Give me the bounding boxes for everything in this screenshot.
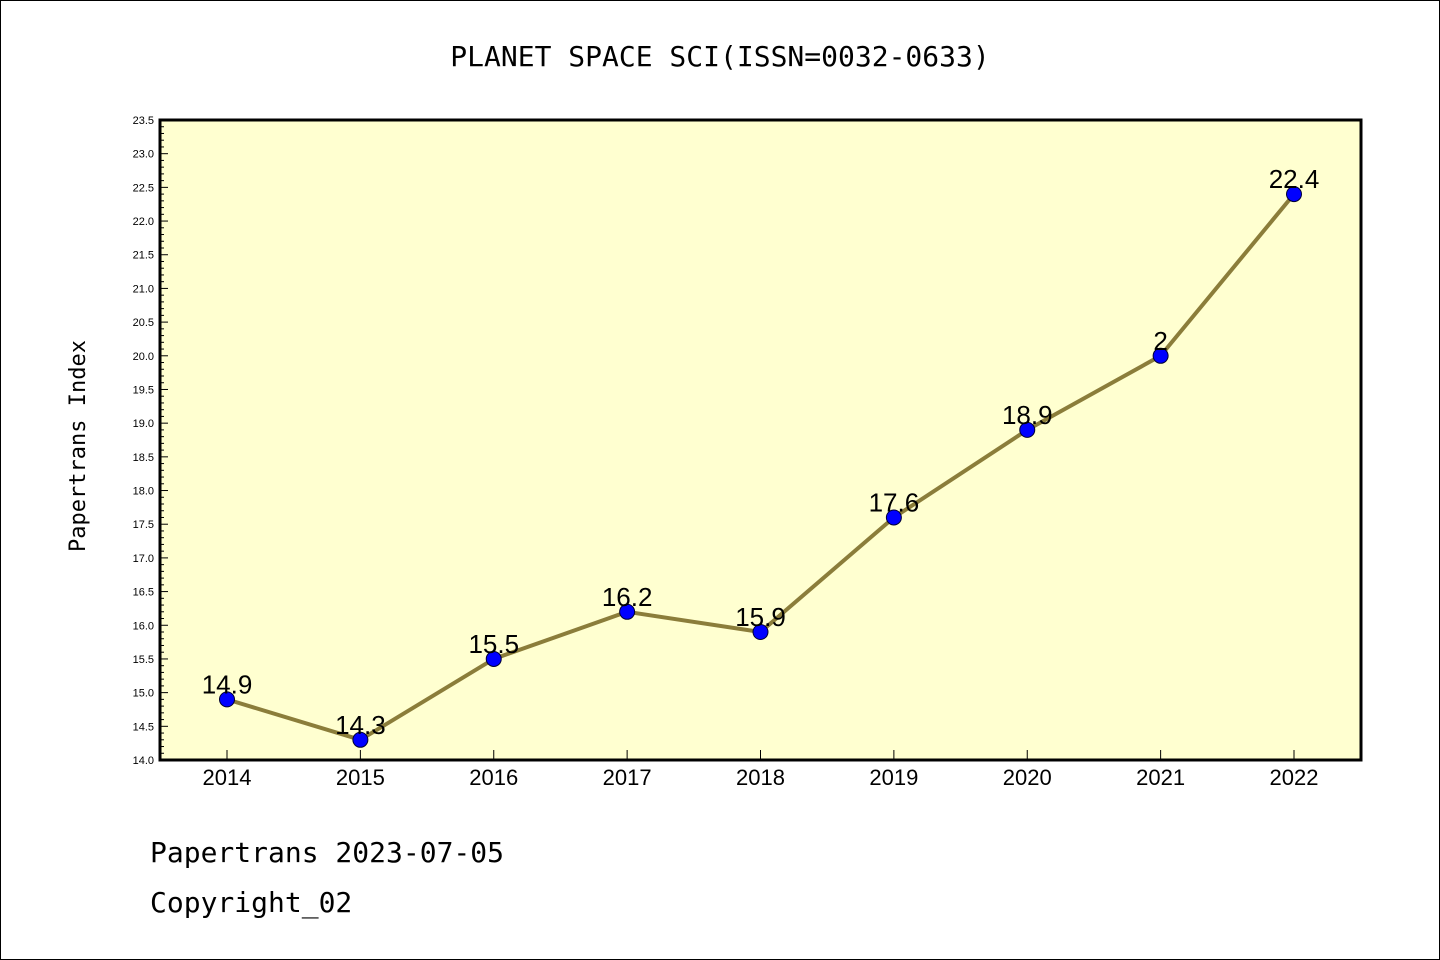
data-label: 17.6 [869,487,920,517]
data-point [1019,421,1036,438]
y-tick-label: 17.0 [133,553,154,565]
data-point [1286,186,1302,203]
footer-copyright: Copyright_02 [150,886,353,919]
x-tick-label: 2015 [336,765,385,790]
y-tick-label: 15.0 [133,688,154,700]
y-tick-label: 20.5 [133,317,154,329]
x-tick-label: 2022 [1270,765,1319,790]
x-axis-ticks: 2014 2015 2016 2017 2018 2019 2020 2021 2022 [203,750,1319,790]
data-label: 18.9 [1002,400,1053,430]
data-label: 15.9 [735,602,786,632]
data-point [219,691,235,708]
y-tick-label: 22.0 [133,216,154,228]
footer-date: Papertrans 2023-07-05 [150,836,505,869]
series-line [219,186,1302,748]
data-point [485,650,502,667]
data-labels: 14.9 14.3 15.5 16.2 15.9 17.6 18.9 2 22.4 [202,164,1320,740]
data-label: 15.5 [468,629,519,659]
y-tick-label: 16.5 [133,587,154,599]
chart-title: PLANET SPACE SCI(ISSN=0032-0633) [450,40,989,73]
x-tick-label: 2014 [203,765,252,790]
y-tick-label: 14.5 [133,721,154,733]
data-label: 2 [1153,326,1167,356]
x-tick-label: 2019 [869,765,918,790]
y-tick-label: 18.5 [133,452,154,464]
y-tick-label: 18.0 [133,486,154,498]
x-tick-label: 2018 [736,765,785,790]
data-point [352,731,369,748]
y-tick-label: 23.0 [133,149,154,161]
data-point [1152,347,1169,364]
y-tick-label: 19.0 [133,418,154,430]
data-point [619,603,636,620]
y-tick-label: 14.0 [133,755,154,767]
data-label: 14.9 [202,669,253,699]
data-label: 22.4 [1269,164,1320,194]
data-point [752,624,769,640]
y-tick-label: 23.5 [133,115,154,127]
x-tick-label: 2020 [1003,765,1052,790]
y-tick-label: 17.5 [133,519,154,531]
x-tick-label: 2016 [469,765,518,790]
data-label: 14.3 [335,710,386,740]
y-tick-label: 21.5 [133,250,154,262]
y-tick-label: 19.5 [133,384,154,396]
y-tick-label: 21.0 [133,283,154,295]
x-tick-label: 2021 [1136,765,1185,790]
y-tick-label: 15.5 [133,654,154,666]
y-tick-label: 16.0 [133,620,154,632]
plot-area [158,118,1363,762]
y-tick-label: 22.5 [133,182,154,194]
x-tick-label: 2017 [603,765,652,790]
y-tick-label: 20.0 [133,351,154,363]
data-point [885,509,902,526]
data-label: 16.2 [602,582,653,612]
y-axis-ticks: 14.0 14.5 15.0 15.5 16.0 16.5 17.0 17.5 18.0 18.5… [133,115,168,767]
y-axis-label: Papertrans Index [66,340,91,552]
